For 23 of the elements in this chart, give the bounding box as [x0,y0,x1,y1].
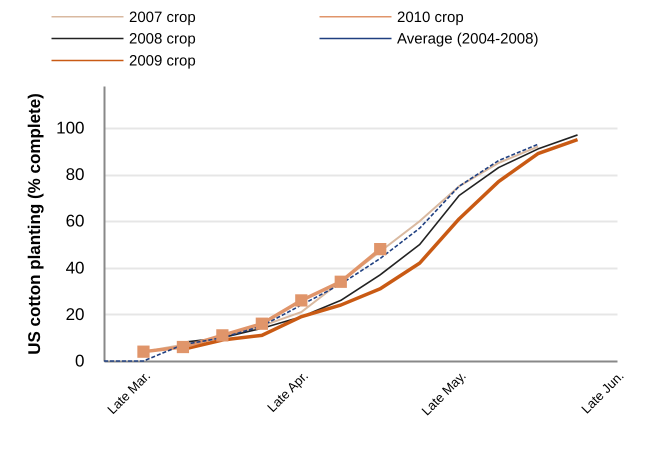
legend-label: 2008 crop [129,30,196,48]
point [256,318,268,330]
legend-label: 2007 crop [129,8,196,26]
point [374,243,386,256]
point [176,340,190,354]
x-tick-label: Late Apr. [264,368,311,415]
legend-label: 2009 crop [129,52,196,70]
y-tick-label: 20 [66,304,84,324]
y-tick-label: 0 [75,352,84,370]
point [334,276,347,288]
y-tick-label: 60 [66,212,84,231]
x-tick-label: Late Jun. [578,368,627,417]
point [216,329,229,342]
y-tick-label: 100 [56,118,84,138]
y-axis-title: US cotton planting (% complete) [25,93,44,355]
y-tick-label: 40 [66,258,84,278]
y-tick-label: 80 [66,165,84,184]
point [295,294,308,307]
legend-label: Average (2004-2008) [397,30,538,48]
point [137,346,150,358]
x-tick-label: Late May. [418,368,469,418]
x-tick-label: Late Mar. [104,368,154,418]
legend-label: 2010 crop [397,8,464,26]
